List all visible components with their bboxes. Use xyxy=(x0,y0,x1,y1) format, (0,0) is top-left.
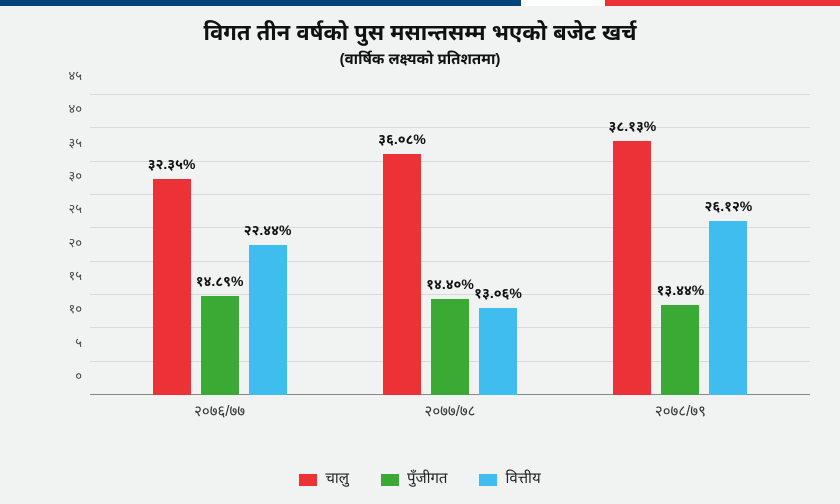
bar-value-label: ३६.०८% xyxy=(378,131,426,154)
chart-titles: विगत तीन वर्षको पुस मसान्तसम्म भएको बजेट… xyxy=(0,0,840,71)
y-axis-tick-label: २५ xyxy=(68,201,90,219)
category-label: २०७८/७९ xyxy=(613,395,747,423)
legend-label: वित्तीय xyxy=(505,470,540,490)
top-accent-border xyxy=(0,0,840,6)
bar-punjigat: १४.८९% xyxy=(201,296,239,395)
chart-subtitle: (वार्षिक लक्ष्यको प्रतिशतमा) xyxy=(0,51,840,71)
y-axis-tick-label: ० xyxy=(75,368,90,386)
legend-swatch xyxy=(381,474,399,486)
bar-bittiya: २२.४४% xyxy=(249,245,287,395)
chart-title: विगत तीन वर्षको पुस मसान्तसम्म भएको बजेट… xyxy=(0,20,840,49)
category-label: २०७७/७८ xyxy=(383,395,517,423)
y-axis-tick-label: १० xyxy=(68,301,90,319)
bar-value-label: १३.४४% xyxy=(657,282,705,305)
y-axis-tick-label: ४५ xyxy=(68,68,90,86)
chart-area: ०५१०१५२०२५३०३५४०४५३२.३५%१४.८९%२२.४४%२०७६… xyxy=(60,95,810,425)
bar-value-label: २२.४४% xyxy=(244,222,292,245)
legend-swatch xyxy=(479,474,497,486)
legend-item-bittiya: वित्तीय xyxy=(479,470,540,490)
plot-area: ०५१०१५२०२५३०३५४०४५३२.३५%१४.८९%२२.४४%२०७६… xyxy=(90,95,810,395)
y-axis-tick-label: १५ xyxy=(68,268,90,286)
bar-bittiya: १३.०६% xyxy=(479,308,517,395)
y-axis-tick-label: ४० xyxy=(68,101,90,119)
legend-label: पुँजीगत xyxy=(407,470,448,490)
y-axis-tick-label: ५ xyxy=(75,335,90,353)
bar-chalu: ३८.१३% xyxy=(613,141,651,395)
bar-value-label: १४.८९% xyxy=(196,273,244,296)
bar-value-label: १३.०६% xyxy=(474,285,522,308)
y-axis-tick-label: ३० xyxy=(68,168,90,186)
top-border-segment xyxy=(0,0,521,6)
y-axis-tick-label: २० xyxy=(68,235,90,253)
legend-label: चालु xyxy=(325,470,349,490)
legend: चालु पुँजीगत वित्तीय xyxy=(0,470,840,490)
bar-punjigat: १३.४४% xyxy=(661,305,699,395)
legend-item-chalu: चालु xyxy=(299,470,349,490)
bar-group: ३८.१३%१३.४४%२६.१२%२०७८/७९ xyxy=(613,95,747,395)
top-border-segment xyxy=(605,0,840,6)
bar-value-label: १४.४०% xyxy=(426,276,474,299)
bar-value-label: २६.१२% xyxy=(705,198,753,221)
bar-group: ३२.३५%१४.८९%२२.४४%२०७६/७७ xyxy=(153,95,287,395)
bar-group: ३६.०८%१४.४०%१३.०६%२०७७/७८ xyxy=(383,95,517,395)
bar-chalu: ३२.३५% xyxy=(153,179,191,395)
bar-value-label: ३२.३५% xyxy=(148,156,196,179)
bar-bittiya: २६.१२% xyxy=(709,221,747,395)
y-axis-tick-label: ३५ xyxy=(68,135,90,153)
bar-chalu: ३६.०८% xyxy=(383,154,421,395)
category-label: २०७६/७७ xyxy=(153,395,287,423)
bar-value-label: ३८.१३% xyxy=(609,118,657,141)
top-border-segment xyxy=(521,0,605,6)
bar-punjigat: १४.४०% xyxy=(431,299,469,395)
legend-item-punjigat: पुँजीगत xyxy=(381,470,448,490)
legend-swatch xyxy=(299,474,317,486)
